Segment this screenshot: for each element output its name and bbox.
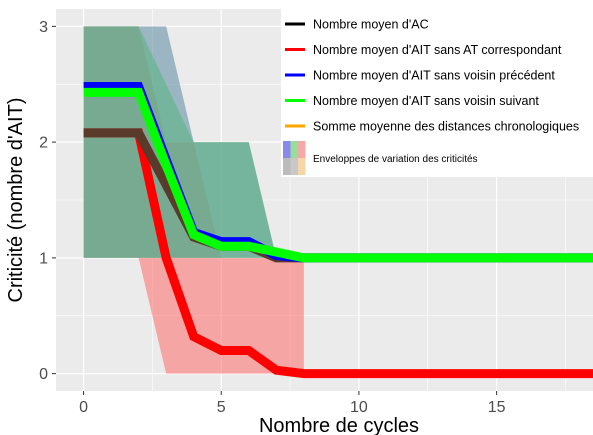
y-axis-title: Criticité (nombre d'AIT) <box>5 98 27 303</box>
x-tick-label: 0 <box>79 399 88 416</box>
y-tick-label: 3 <box>39 19 48 36</box>
legend-envelope-swatch <box>283 141 291 158</box>
legend-box <box>281 5 593 177</box>
legend-label-3: Nombre moyen d'AIT sans voisin précédent <box>313 69 555 83</box>
legend-envelope-swatch <box>283 158 291 175</box>
y-tick-label: 2 <box>39 135 48 152</box>
legend-envelope-swatch <box>298 141 306 158</box>
y-tick-label: 0 <box>39 366 48 383</box>
legend-envelope-swatch <box>298 158 306 175</box>
x-tick-label: 15 <box>488 399 506 416</box>
y-tick-label: 1 <box>39 250 48 267</box>
legend-label-2: Nombre moyen d'AIT sans AT correspondant <box>313 43 562 57</box>
series-line-2 <box>83 128 593 379</box>
legend: Nombre moyen d'AC Nombre moyen d'AIT sans… <box>281 5 593 177</box>
legend-label-5: Somme moyenne des distances chronologiqu… <box>313 120 579 134</box>
axes: 0 5 10 15 0 1 2 3 <box>39 19 506 416</box>
series-line-4 <box>83 87 593 263</box>
legend-envelope-swatch <box>290 141 298 158</box>
legend-label-4: Nombre moyen d'AIT sans voisin suivant <box>313 94 539 108</box>
x-tick-label: 10 <box>350 399 368 416</box>
x-tick-label: 5 <box>217 399 226 416</box>
x-axis-title: Nombre de cycles <box>259 415 419 435</box>
series-lines <box>83 82 593 379</box>
legend-label-1: Nombre moyen d'AC <box>313 18 429 32</box>
legend-envelope-label: Enveloppes de variation des criticités <box>313 154 478 165</box>
legend-envelope-swatch <box>290 158 298 175</box>
